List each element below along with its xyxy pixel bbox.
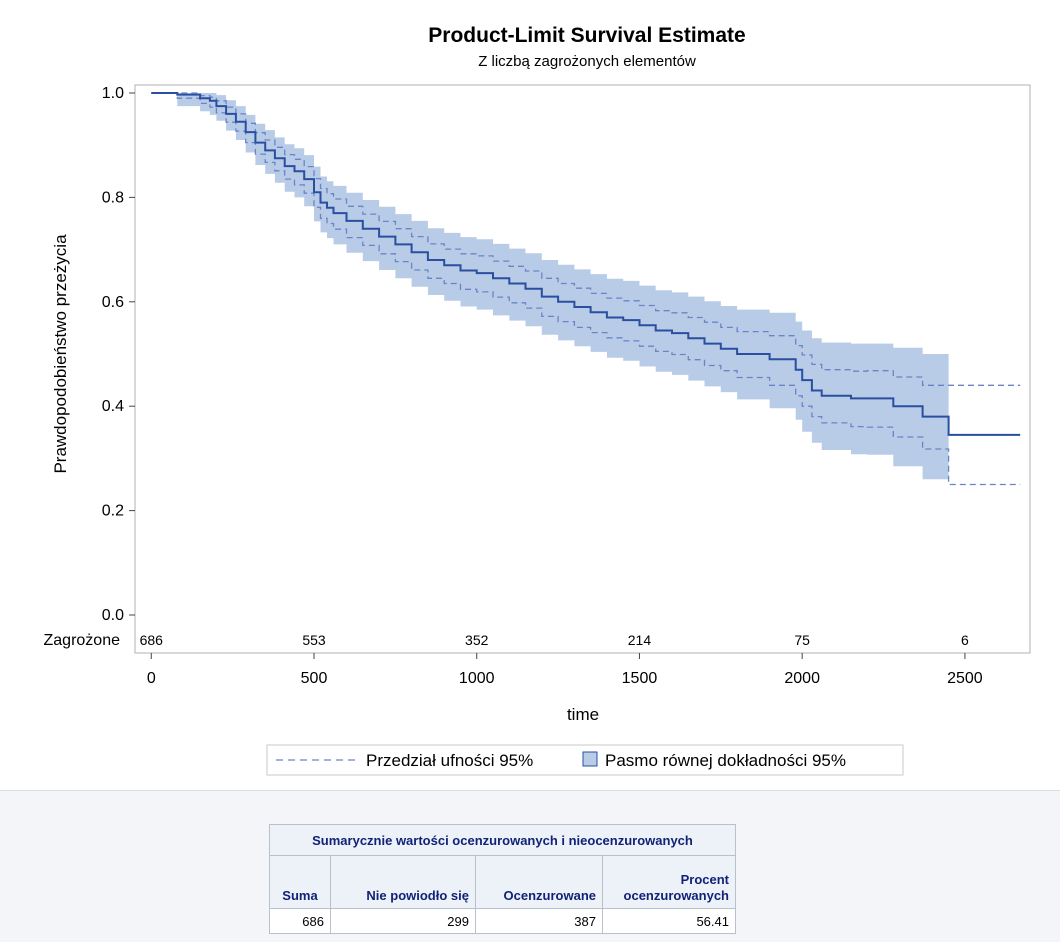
- legend-band-swatch: [582, 751, 598, 767]
- summary-header-censored: Ocenzurowane: [475, 855, 603, 909]
- summary-header-percent-censored: Procent ocenzurowanych: [602, 855, 736, 909]
- at-risk-value: 214: [628, 632, 652, 648]
- at-risk-value: 553: [302, 632, 326, 648]
- ci-upper-line: [151, 92, 1021, 386]
- legend-ci-label: Przedział ufności 95%: [366, 751, 533, 770]
- summary-cell-percent-censored: 56.41: [602, 908, 736, 934]
- table-row: 686 299 387 56.41: [269, 908, 736, 934]
- y-tick-label: 0.0: [102, 607, 124, 624]
- x-axis-label: time: [567, 705, 599, 724]
- summary-cell-suma: 686: [269, 908, 331, 934]
- equal-precision-band-area: [151, 93, 949, 480]
- y-tick-label: 0.8: [102, 189, 124, 206]
- x-tick-label: 1000: [459, 670, 495, 687]
- summary-cell-censored: 387: [475, 908, 603, 934]
- at-risk-value: 352: [465, 632, 489, 648]
- y-axis-label: Prawdopodobieństwo przeżycia: [51, 234, 70, 474]
- x-tick-label: 2500: [947, 670, 983, 687]
- summary-table: Sumarycznie wartości ocenzurowanych i ni…: [269, 824, 736, 934]
- chart-panel: Product-Limit Survival Estimate Z liczbą…: [0, 24, 1060, 791]
- at-risk-value: 686: [140, 632, 164, 648]
- summary-table-caption: Sumarycznie wartości ocenzurowanych i ni…: [269, 824, 736, 856]
- summary-cell-failed: 299: [330, 908, 476, 934]
- chart-subtitle: Z liczbą zagrożonych elementów: [478, 53, 696, 70]
- legend-band-label: Pasmo równej dokładności 95%: [605, 751, 846, 770]
- ci-lower-line: [151, 92, 1021, 486]
- y-tick-label: 1.0: [102, 85, 124, 102]
- at-risk-label: Zagrożone: [44, 632, 121, 649]
- x-tick-label: 2000: [784, 670, 820, 687]
- chart-title: Product-Limit Survival Estimate: [428, 24, 745, 47]
- x-tick-label: 500: [301, 670, 328, 687]
- legend: Przedział ufności 95% Pasmo równej dokła…: [266, 744, 904, 776]
- y-tick-label: 0.6: [102, 294, 124, 311]
- plot-frame: [134, 84, 1031, 654]
- y-tick-label: 0.2: [102, 503, 124, 520]
- at-risk-value: 75: [794, 632, 810, 648]
- survival-chart: Product-Limit Survival Estimate Z liczbą…: [44, 24, 1031, 776]
- survival-line: [151, 92, 1021, 436]
- summary-header-failed: Nie powiodło się: [330, 855, 476, 909]
- y-tick-label: 0.4: [102, 398, 124, 415]
- at-risk-value: 6: [961, 632, 969, 648]
- x-tick-label: 1500: [622, 670, 658, 687]
- summary-header-suma: Suma: [269, 855, 331, 909]
- x-tick-label: 0: [147, 670, 156, 687]
